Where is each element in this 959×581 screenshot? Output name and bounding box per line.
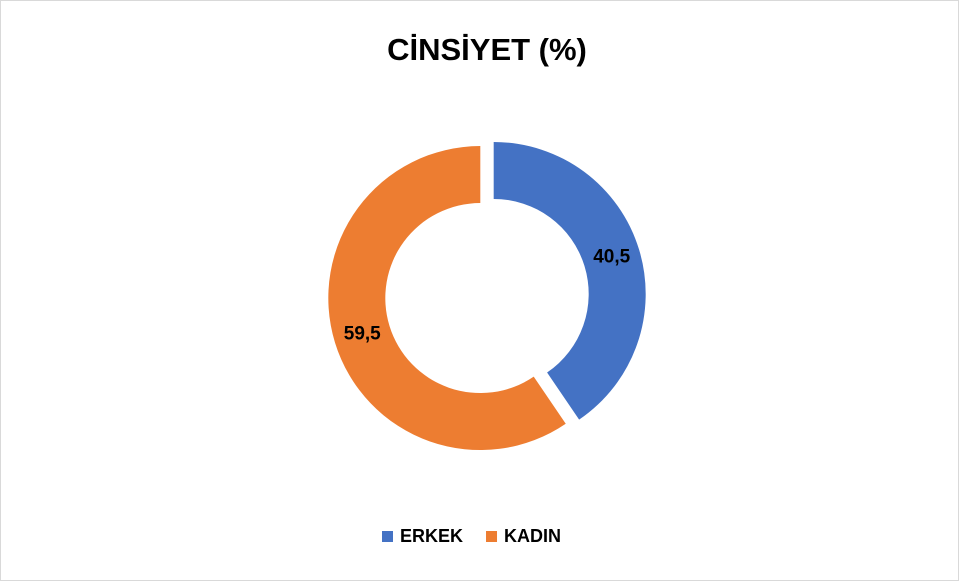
data-label: 59,5 xyxy=(344,323,381,344)
donut-slice xyxy=(328,146,566,451)
donut-slice xyxy=(493,141,646,420)
legend-swatch xyxy=(382,531,393,542)
legend-label: KADIN xyxy=(504,526,561,546)
data-label: 40,5 xyxy=(593,247,630,268)
legend-swatch xyxy=(486,531,498,542)
legend-label: ERKEK xyxy=(400,526,463,546)
chart-title: CİNSİYET (%) xyxy=(387,32,587,67)
